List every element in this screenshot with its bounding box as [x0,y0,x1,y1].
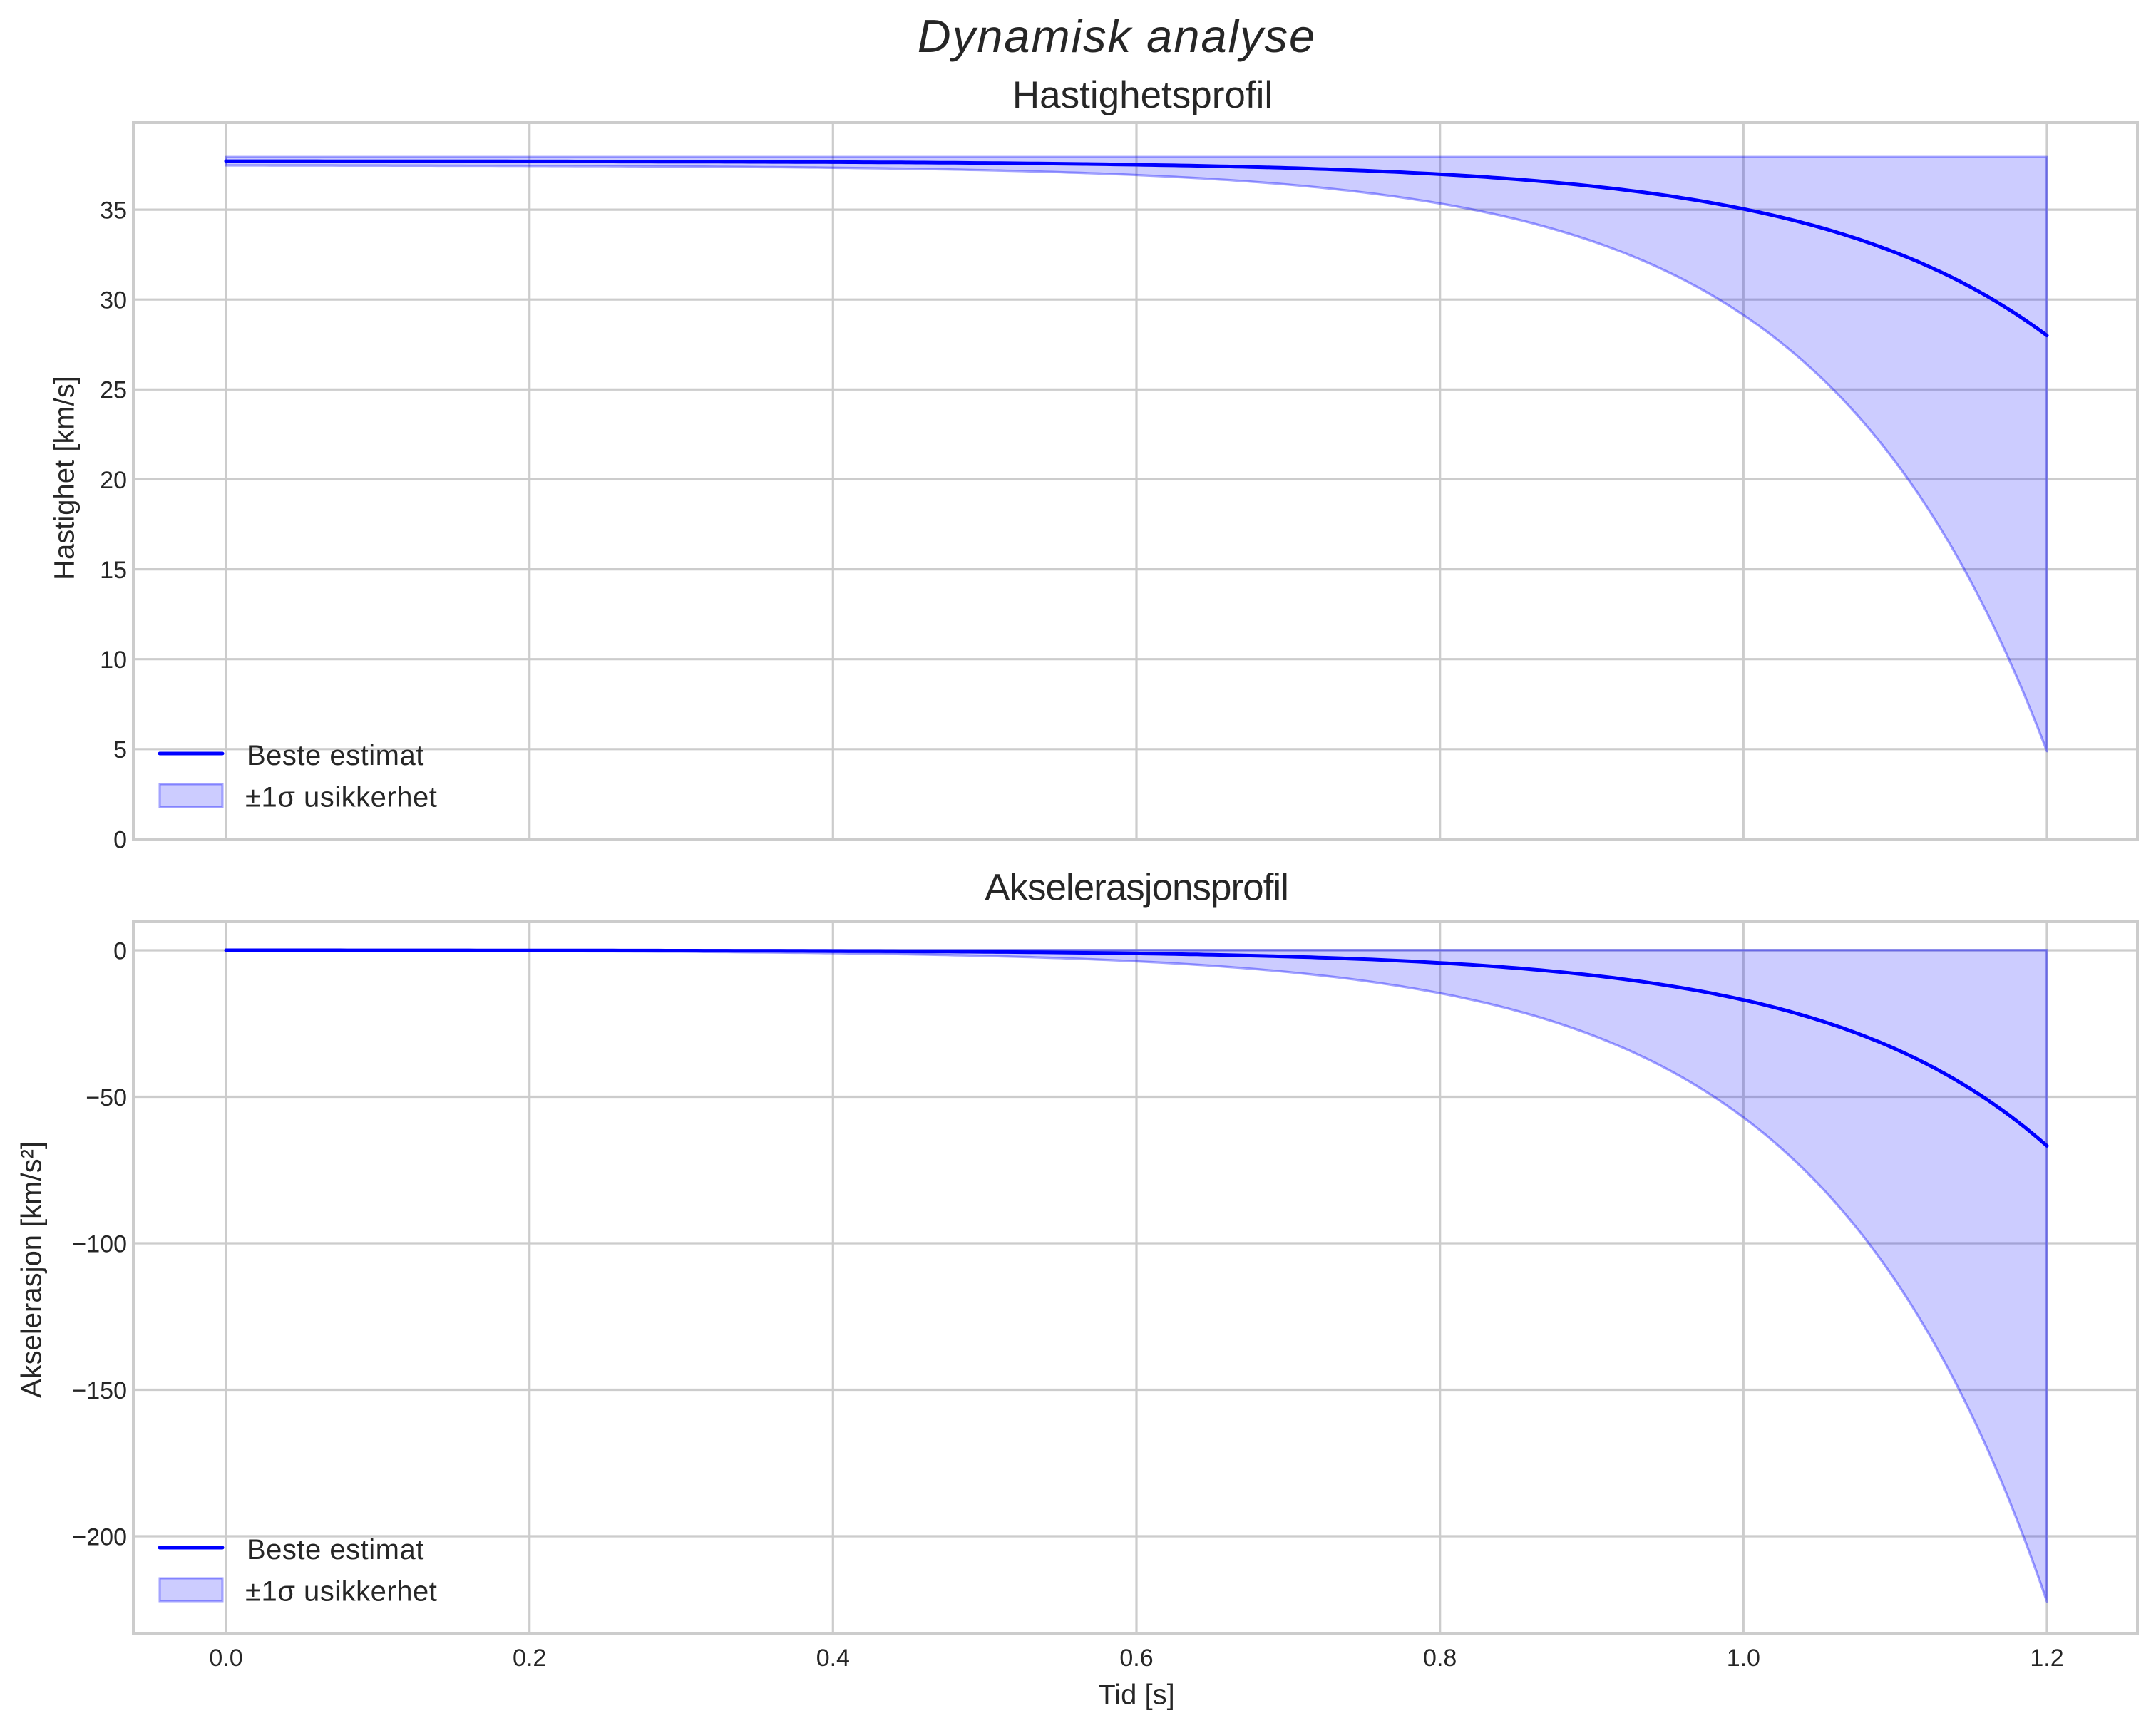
svg-text:5: 5 [113,736,127,763]
svg-text:25: 25 [100,377,127,404]
svg-text:0.4: 0.4 [816,1645,850,1672]
svg-text:Beste estimat: Beste estimat [247,740,424,771]
svg-text:1.0: 1.0 [1727,1645,1760,1672]
svg-text:Dynamisk analyse: Dynamisk analyse [918,10,1316,62]
svg-text:Akselerasjon [km/s²]: Akselerasjon [km/s²] [16,1141,48,1398]
svg-text:0: 0 [113,937,127,965]
svg-text:−150: −150 [72,1377,127,1404]
svg-text:30: 30 [100,287,127,314]
svg-text:±1σ usikkerhet: ±1σ usikkerhet [245,782,437,813]
svg-text:15: 15 [100,557,127,584]
svg-text:−200: −200 [72,1523,127,1550]
svg-text:Hastighetsprofil: Hastighetsprofil [1012,74,1273,116]
svg-text:−100: −100 [72,1230,127,1258]
svg-text:0.8: 0.8 [1423,1645,1457,1672]
svg-text:0.0: 0.0 [209,1645,242,1672]
svg-text:Hastighet [km/s]: Hastighet [km/s] [49,376,81,580]
svg-text:Beste estimat: Beste estimat [247,1534,424,1565]
svg-text:Akselerasjonsprofil: Akselerasjonsprofil [985,867,1288,909]
svg-text:0.6: 0.6 [1119,1645,1153,1672]
svg-text:35: 35 [100,197,127,224]
svg-text:±1σ usikkerhet: ±1σ usikkerhet [245,1576,437,1608]
svg-text:0: 0 [113,826,127,853]
svg-text:20: 20 [100,467,127,494]
svg-text:1.2: 1.2 [2030,1645,2063,1672]
svg-text:−50: −50 [86,1084,127,1111]
svg-text:10: 10 [100,647,127,674]
svg-text:0.2: 0.2 [513,1645,546,1672]
svg-text:Tid [s]: Tid [s] [1098,1680,1174,1711]
